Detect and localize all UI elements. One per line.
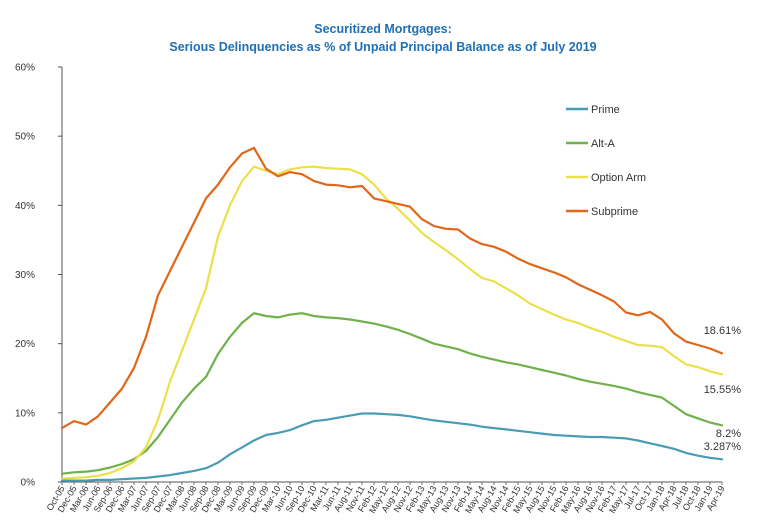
end-labels: 3.287%8.2% 15.55% 18.61% [704,325,742,453]
end-label-option-arm: 15.55% [704,384,742,396]
y-tick-label: 30% [15,270,35,281]
y-tick-label: 10% [15,408,35,419]
chart-subtitle: Serious Delinquencies as % of Unpaid Pri… [169,40,596,54]
series-line-prime [60,412,724,482]
series-layer [60,146,724,482]
legend: Prime Alt-A Option Arm Subprime [566,104,646,218]
chart-title: Securitized Mortgages: [314,22,452,36]
legend-label-prime: Prime [591,104,620,116]
y-tick-label: 50% [15,132,35,143]
legend-label-alt-a: Alt-A [591,138,616,150]
y-tick-label: 60% [15,63,35,74]
x-axis: Oct-05Dec-05Mar-06Jun-06Sep-06Dec-06Mar-… [45,481,727,515]
y-axis: 0% 10% 20% 30% 40% 50% 60% [15,63,63,489]
end-label-alt-a: 8.2% [716,428,741,440]
series-line-alt-a [60,312,724,475]
y-tick-label: 20% [15,339,35,350]
end-label-prime: 3.287% [704,441,742,453]
legend-label-option-arm: Option Arm [591,172,646,184]
legend-label-subprime: Subprime [591,206,638,218]
y-tick-label: 0% [21,478,36,489]
y-tick-label: 40% [15,201,35,212]
end-label-subprime: 18.61% [704,325,742,337]
series-line-subprime [60,146,724,430]
